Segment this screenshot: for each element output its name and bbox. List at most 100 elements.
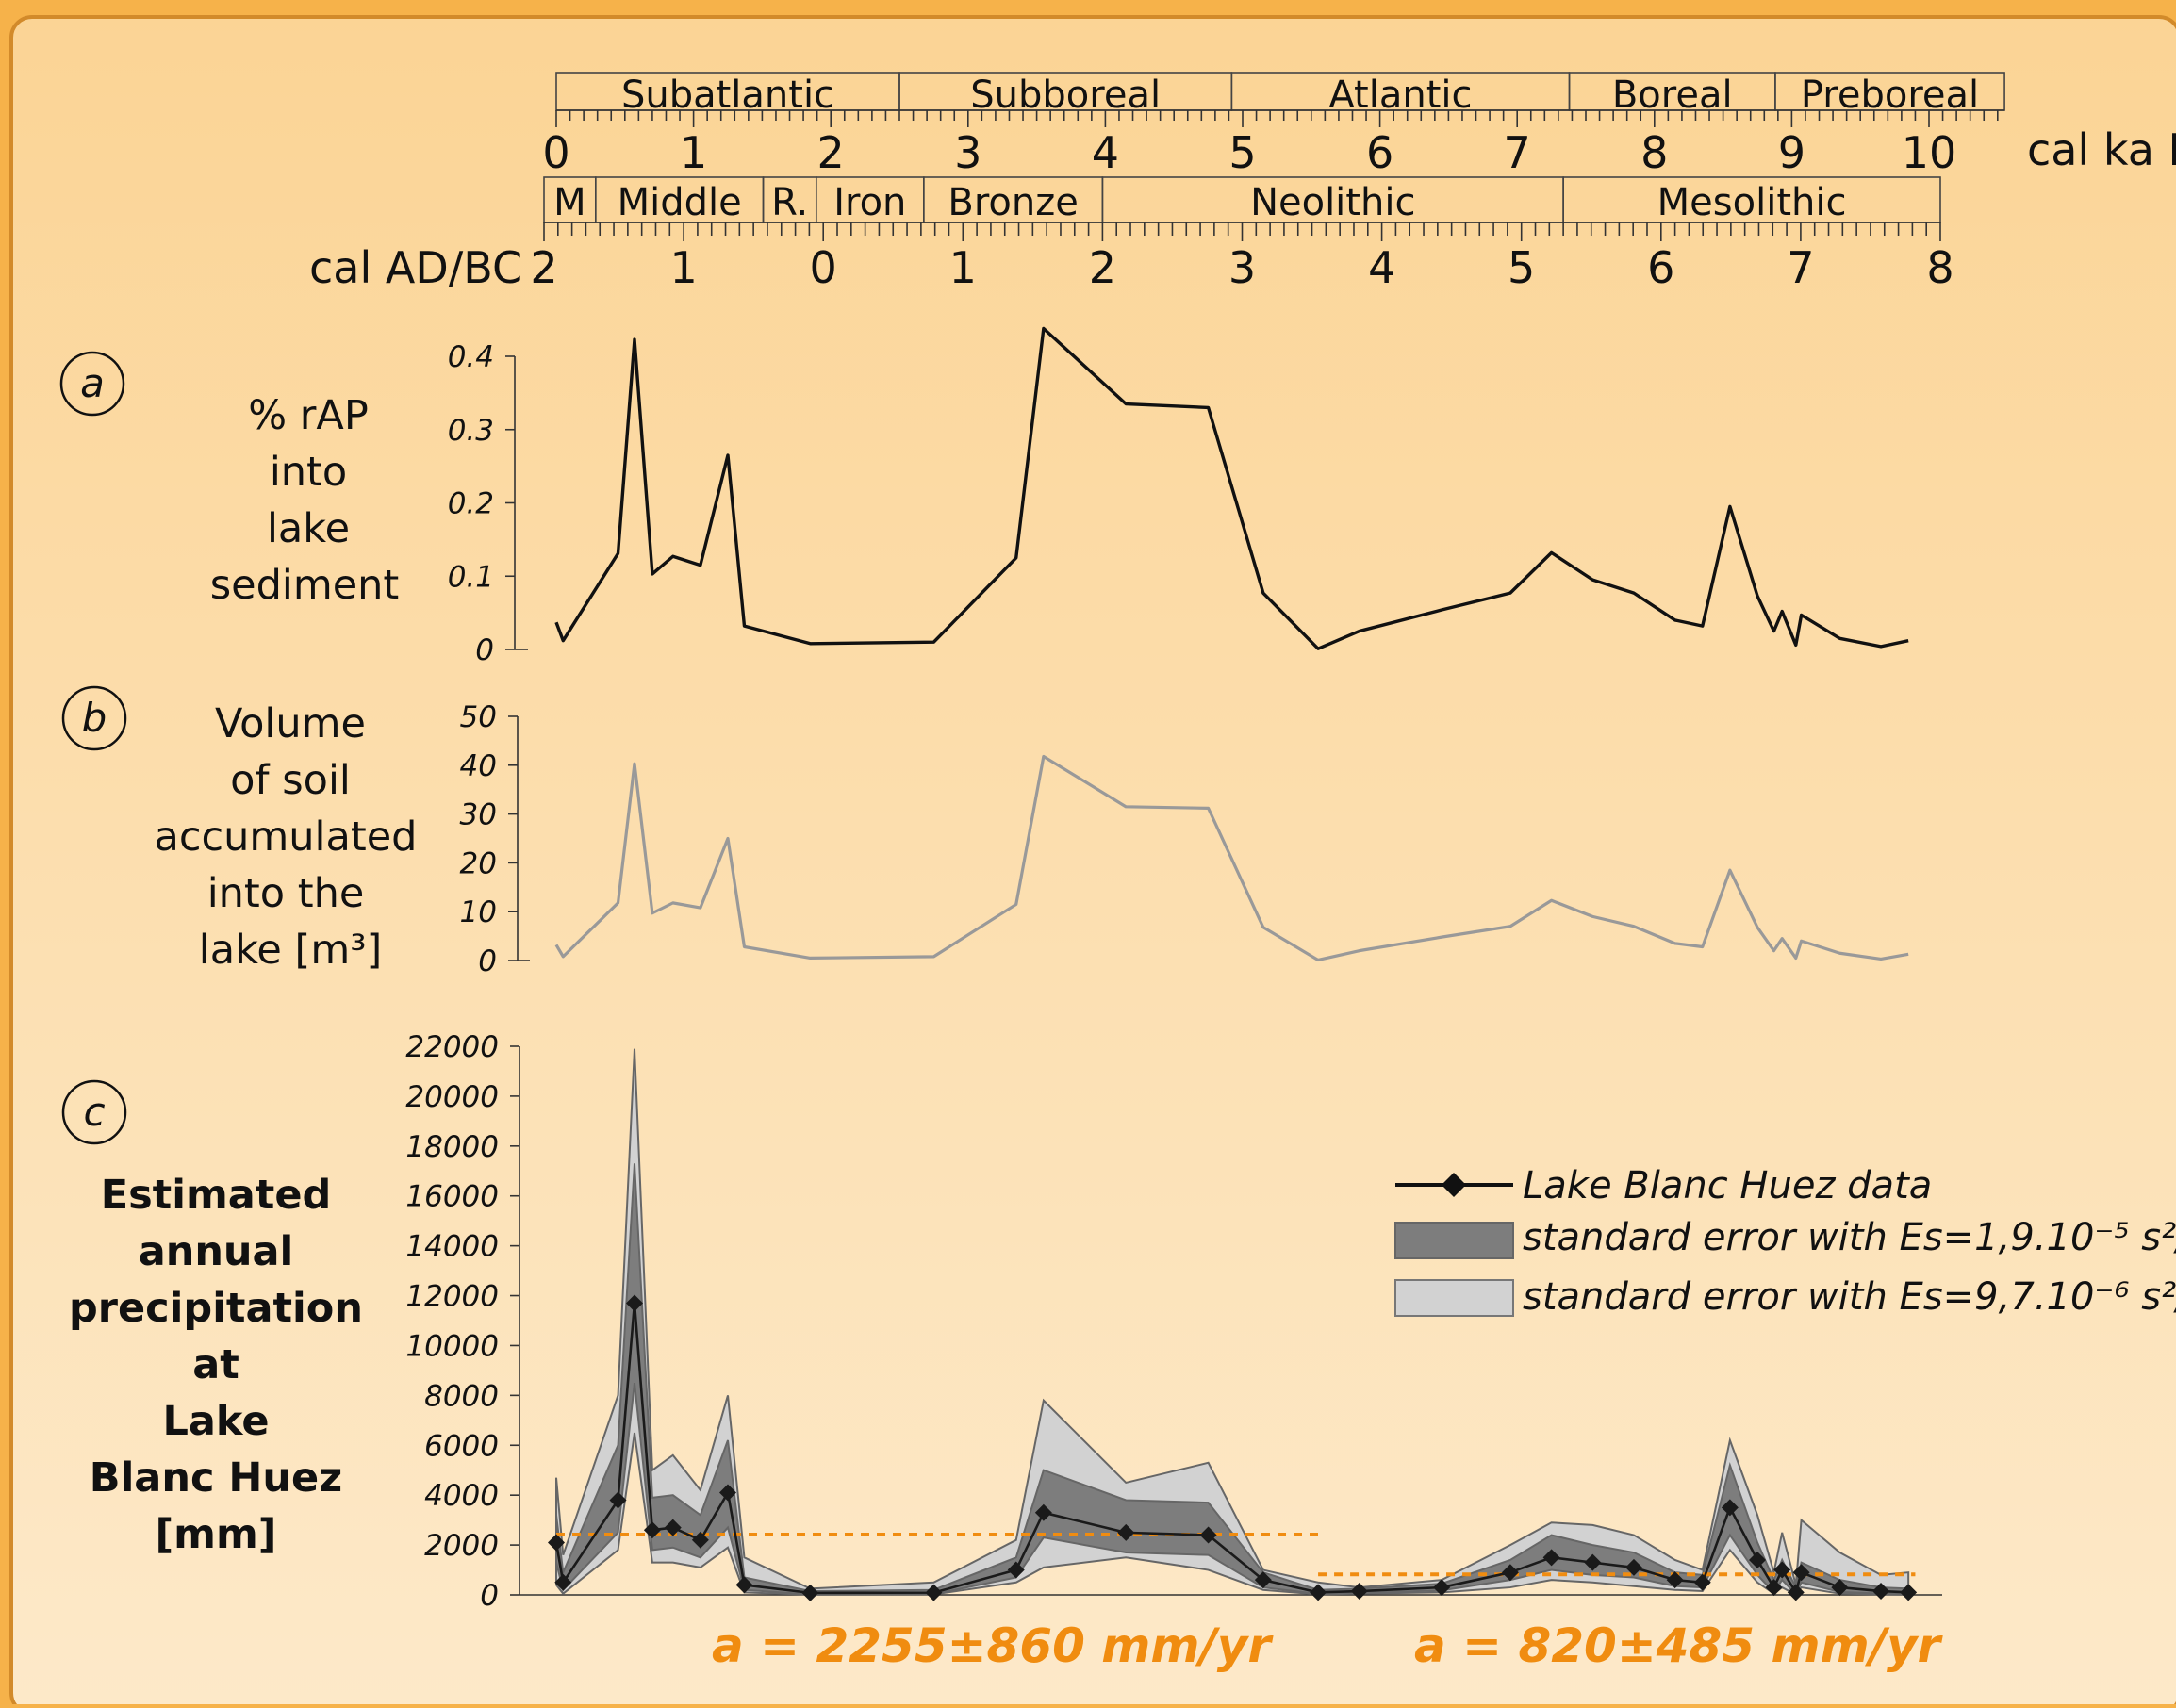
- panel-c-data-point: [625, 1294, 643, 1312]
- panel-a-ylabel-line: sediment: [210, 562, 400, 609]
- panel-a-y-tick-label: 0.2: [448, 487, 494, 521]
- panel-b-y-tick-label: 0: [478, 944, 497, 978]
- panel-c-y-tick-label: 2000: [424, 1529, 499, 1563]
- mean-annotation-late: a = 820±485 mm/yr: [1414, 1618, 1944, 1673]
- top-axis-tick-label: 10: [1902, 127, 1957, 178]
- legend-dark-swatch: [1394, 1222, 1514, 1259]
- panel-c-data-point: [643, 1521, 661, 1539]
- figure-panel: [9, 15, 2176, 1708]
- panel-c-ylabel-line: [mm]: [156, 1511, 277, 1558]
- top-axis-tick-label: 7: [1504, 127, 1531, 178]
- top-axis-tick-label: 2: [817, 127, 845, 178]
- bottom-axis-tick-label: 7: [1787, 242, 1814, 293]
- panel-c-y-tick-label: 12000: [405, 1280, 499, 1314]
- panel-c-data-point: [1542, 1549, 1560, 1567]
- panel-a-y-tick-label: 0.1: [448, 560, 494, 594]
- panel-c-y-tick-label: 22000: [405, 1030, 499, 1064]
- panel-a-plot: 0 0.1 0.2 0.3 0.4: [448, 326, 1909, 667]
- legend-marker-swatch: [1442, 1173, 1466, 1197]
- bottom-axis-tick-label: 8: [1926, 242, 1953, 293]
- panel-label-c: c: [61, 1079, 127, 1145]
- panel-c-data-point: [1693, 1573, 1711, 1591]
- panel-label-a-text: a: [80, 360, 105, 406]
- bottom-period-label: M: [553, 181, 586, 224]
- panel-c-data-point: [1749, 1551, 1766, 1568]
- panel-b-ylabel-line: of soil: [230, 757, 351, 804]
- panel-c-data-point: [664, 1519, 682, 1536]
- panel-b-series-line: [554, 754, 1909, 962]
- panel-c-data-point: [1254, 1571, 1272, 1589]
- panel-c-data-point: [1787, 1584, 1805, 1601]
- panel-c-data-point: [719, 1484, 736, 1502]
- panel-c-y-tick-label: 18000: [405, 1130, 499, 1164]
- bottom-period-label: Mesolithic: [1657, 181, 1847, 224]
- panel-c-data-point: [1872, 1583, 1890, 1601]
- panel-c-data-point: [1007, 1561, 1025, 1579]
- top-axis-tick-label: 9: [1778, 127, 1805, 178]
- bottom-period-label: Neolithic: [1250, 181, 1415, 224]
- panel-c-data-point: [554, 1573, 572, 1591]
- top-axis-tick-label: 0: [542, 127, 569, 178]
- panel-c-data-point: [1831, 1579, 1849, 1597]
- bottom-axis-tick-label: 1: [949, 242, 977, 293]
- legend-entry-error-2: standard error with Es=9,7.10⁻⁶ s²/m²: [1523, 1275, 2176, 1319]
- bottom-axis-tick-label: 1: [669, 242, 697, 293]
- bottom-period-label: Bronze: [948, 181, 1078, 224]
- panel-c-data-point: [691, 1531, 709, 1549]
- bottom-period-band: M Middle R. Iron Bronze Neolithic Mesolithic: [543, 176, 1941, 224]
- panel-c-data-point: [1666, 1571, 1684, 1589]
- panel-c-data-point: [1350, 1583, 1368, 1601]
- panel-b-y-tick-label: 40: [460, 749, 497, 783]
- panel-c-data-point: [1792, 1564, 1810, 1582]
- top-axis-tick-label: 5: [1228, 127, 1256, 178]
- panel-a-series-line: [554, 326, 1909, 650]
- panel-c-ylabel-line: at: [192, 1341, 239, 1388]
- panel-a-y-tick-label: 0.3: [448, 414, 494, 448]
- top-axis-tick-label: 1: [680, 127, 707, 178]
- top-axis-unit-label: cal ka BP: [2027, 124, 2176, 175]
- panel-c-data-point: [801, 1584, 819, 1601]
- panel-b-plot: 0 10 20 30 40 50: [460, 700, 1909, 978]
- panel-b-y-tick-label: 50: [460, 700, 497, 734]
- panel-b-y-tick-label: 20: [460, 846, 497, 880]
- panel-b-y-tick-label: 30: [460, 798, 497, 832]
- panel-c-data-point: [1117, 1523, 1135, 1541]
- panel-c-y-tick-label: 0: [480, 1579, 499, 1613]
- panel-c-y-tick-label: 10000: [405, 1329, 499, 1363]
- top-axis-tick-label: 6: [1366, 127, 1393, 178]
- panel-c-data-point: [1624, 1558, 1642, 1576]
- panel-c-data-point: [925, 1584, 943, 1601]
- panel-c-data-point: [1584, 1553, 1602, 1571]
- panel-c-data-point: [1199, 1526, 1217, 1544]
- panel-b-y-tick-label: 10: [460, 895, 497, 929]
- panel-b-ylabel-line: into the: [207, 870, 365, 917]
- panel-c-data-point: [548, 1534, 565, 1552]
- mean-annotation-early: a = 2255±860 mm/yr: [712, 1618, 1274, 1673]
- top-axis-tick-label: 8: [1640, 127, 1668, 178]
- panel-label-c-text: c: [83, 1089, 105, 1135]
- panel-c-ylabel-line: Estimated: [101, 1172, 332, 1219]
- panel-c-ylabel-line: annual: [139, 1228, 294, 1275]
- panel-b-ylabel: Volume of soil accumulated into the lake…: [155, 700, 418, 974]
- panel-c-data-line: [554, 1302, 1909, 1595]
- panel-c-ylabel-line: precipitation: [69, 1285, 363, 1332]
- panel-c-data-point: [1721, 1499, 1739, 1517]
- panel-c-plot: 0 2000 4000 6000 8000 10000 12000 14000 16000 180…: [405, 1030, 1942, 1613]
- panel-c-y-tick-label: 14000: [405, 1230, 499, 1264]
- top-axis-tick-label: 4: [1092, 127, 1119, 178]
- panel-c-data-point: [735, 1576, 753, 1594]
- bottom-axis-tick-label: 5: [1508, 242, 1535, 293]
- panel-c-data-point: [609, 1491, 627, 1509]
- panel-b-ylabel-line: Volume: [215, 700, 366, 747]
- panel-c-y-tick-label: 4000: [424, 1479, 499, 1513]
- panel-b-ylabel-line: accumulated: [155, 813, 418, 861]
- bottom-axis-tick-label: 2: [530, 242, 557, 293]
- panel-c-data-point: [1773, 1561, 1791, 1579]
- bottom-period-label: Iron: [833, 181, 906, 224]
- bottom-period-label: R.: [771, 181, 808, 224]
- bottom-axis-tick-label: 2: [1089, 242, 1116, 293]
- legend-entry-error-1: standard error with Es=1,9.10⁻⁵ s²/m²: [1523, 1216, 2176, 1259]
- panel-a-y-tick-label: 0.4: [448, 340, 494, 374]
- bottom-axis-tick-label: 6: [1647, 242, 1674, 293]
